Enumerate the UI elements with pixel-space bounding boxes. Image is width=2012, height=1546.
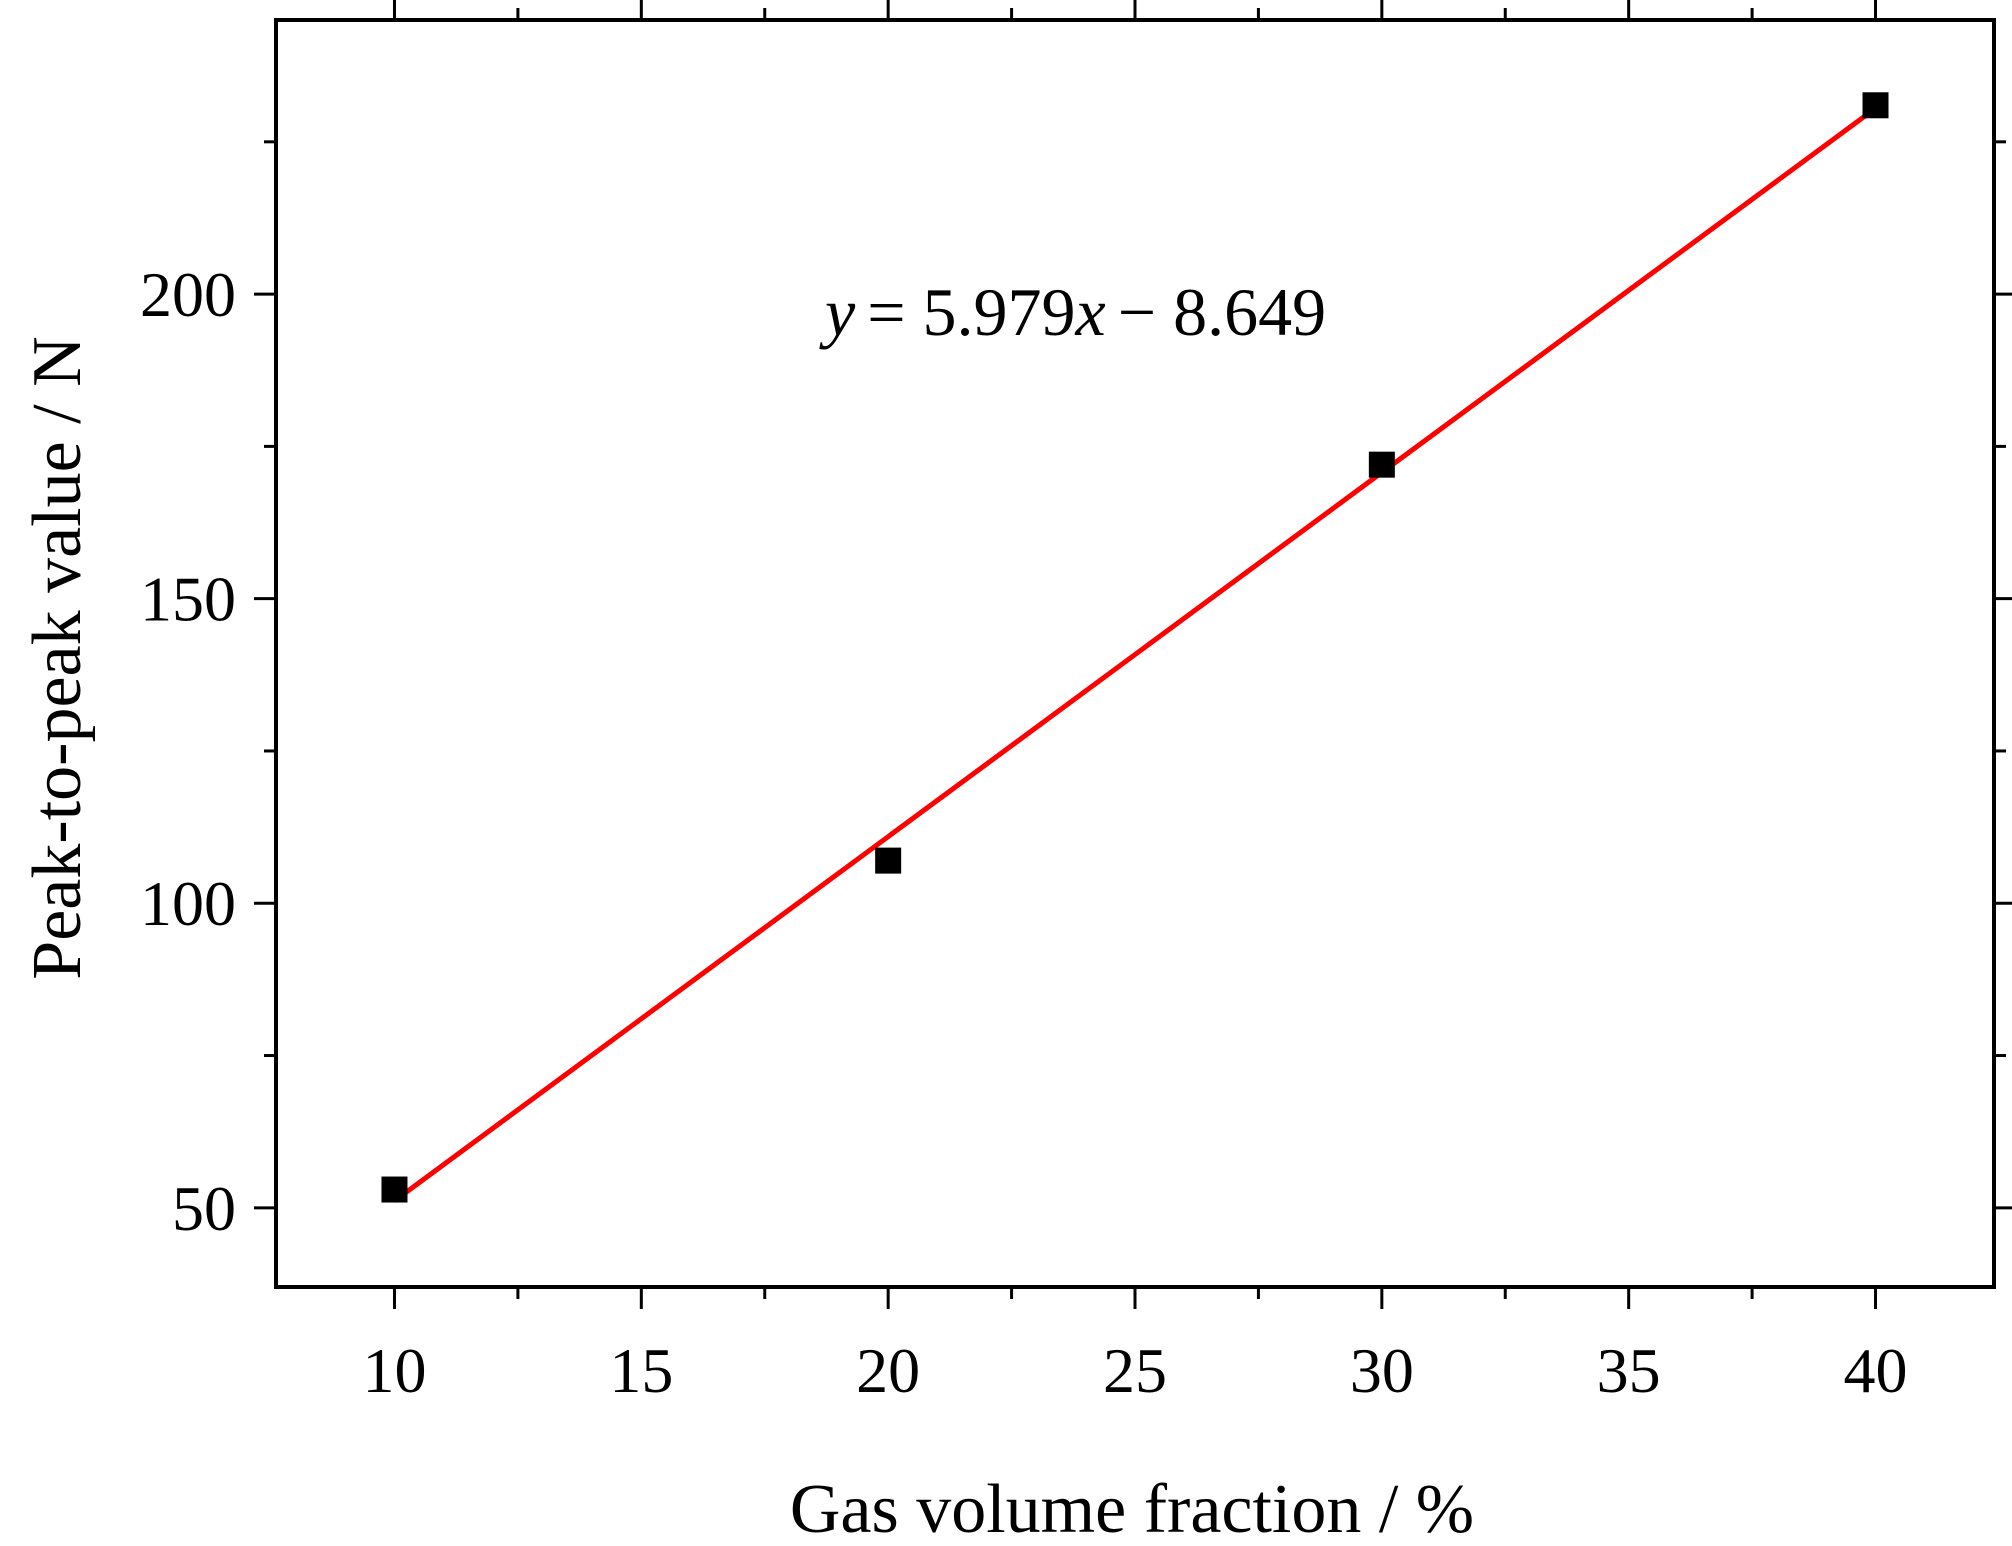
ticks-layer: 10 15 20 25 30 35 40 50 100 150 200: [140, 0, 2012, 1406]
x-tick-label: 25: [1103, 1335, 1167, 1406]
data-point: [381, 1176, 408, 1203]
fit-layer: [392, 106, 1878, 1203]
equation-y: y: [819, 274, 856, 350]
x-tick-label: 20: [856, 1335, 920, 1406]
points-layer: [381, 92, 1889, 1203]
fit-equation: y = 5.979x − 8.649: [819, 274, 1326, 350]
data-point: [875, 847, 902, 874]
y-tick-label: 50: [172, 1173, 236, 1244]
fit-line: [392, 106, 1878, 1203]
y-tick-label: 200: [140, 259, 236, 330]
x-tick-label: 30: [1350, 1335, 1414, 1406]
x-tick-label: 15: [609, 1335, 673, 1406]
data-point: [1368, 451, 1395, 478]
x-axis-title: Gas volume fraction / %: [790, 1471, 1474, 1546]
y-axis-title: Peak-to-peak value / N: [19, 336, 96, 979]
x-tick-label: 35: [1597, 1335, 1661, 1406]
equation-intercept: − 8.649: [1118, 274, 1326, 350]
y-tick-label: 100: [140, 868, 236, 939]
equation-x: x: [1075, 274, 1106, 350]
data-point: [1862, 92, 1889, 119]
x-tick-label: 40: [1844, 1335, 1908, 1406]
y-tick-label: 150: [140, 564, 236, 635]
x-tick-label: 10: [362, 1335, 426, 1406]
equation-slope: = 5.979: [867, 274, 1075, 350]
